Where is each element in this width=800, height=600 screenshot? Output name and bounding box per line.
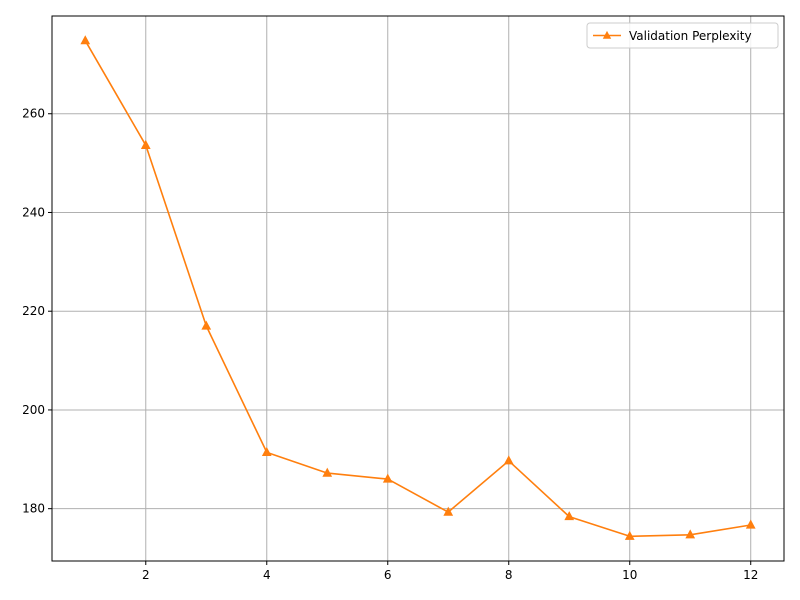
- data-point-marker: [624, 530, 635, 540]
- ticks: 2 4 6 8 10 12 180 200 220 240 260: [22, 107, 758, 582]
- data-point-marker: [503, 455, 514, 465]
- data-point-marker: [322, 467, 333, 477]
- data-point-marker: [201, 320, 212, 330]
- axes-frame: [51, 15, 785, 562]
- data-point-marker: [261, 446, 272, 456]
- y-tick-label: 260: [22, 107, 45, 121]
- data-point-marker: [685, 529, 696, 539]
- y-tick-label: 220: [22, 304, 45, 318]
- legend: Validation Perplexity: [586, 22, 779, 49]
- y-tick-label: 240: [22, 205, 45, 219]
- x-tick-label: 12: [743, 568, 758, 582]
- data-point-marker: [443, 506, 454, 516]
- grid: [52, 16, 784, 561]
- data-point-marker: [564, 511, 575, 521]
- series-line: [84, 40, 751, 538]
- x-tick-label: 2: [142, 568, 150, 582]
- legend-marker-triangle-icon: [602, 30, 612, 39]
- y-tick-label: 180: [22, 502, 45, 516]
- data-point-marker: [745, 519, 756, 529]
- x-tick-label: 4: [263, 568, 271, 582]
- data-point-marker: [80, 35, 91, 45]
- x-tick-label: 6: [384, 568, 392, 582]
- legend-box: [586, 22, 779, 49]
- data-point-marker: [140, 139, 151, 149]
- y-tick-label: 200: [22, 403, 45, 417]
- x-tick-label: 8: [505, 568, 513, 582]
- data-point-marker: [382, 473, 393, 483]
- x-tick-label: 10: [622, 568, 637, 582]
- series-layer: [80, 35, 756, 540]
- legend-label: Validation Perplexity: [629, 29, 752, 43]
